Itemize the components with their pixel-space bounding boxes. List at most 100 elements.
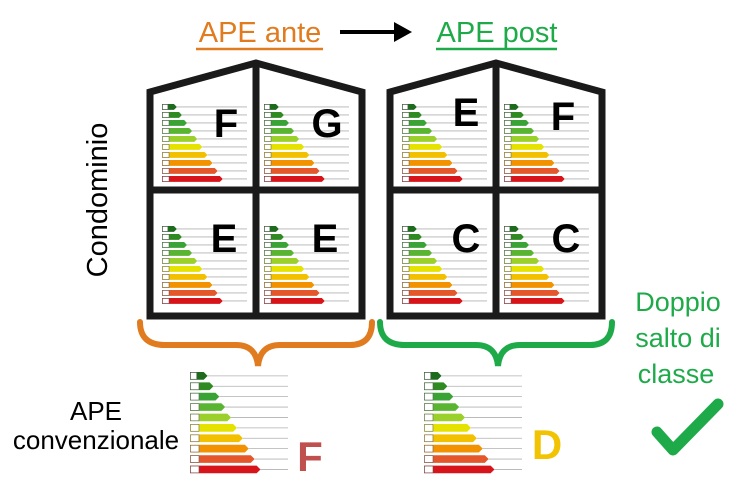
energy-bar-f (424, 455, 489, 463)
apartment-grade-post-4: C (552, 217, 581, 261)
energy-key-box (162, 298, 170, 304)
conventional-energy-label-ante (190, 372, 288, 474)
energy-bar-g (402, 176, 463, 182)
energy-bar-c (402, 266, 443, 272)
energy-bar-e (162, 160, 213, 166)
energy-bar-e (402, 160, 453, 166)
energy-key-box (402, 258, 410, 264)
energy-key-box (402, 168, 410, 174)
energy-bar-b (190, 413, 232, 422)
energy-key-box (264, 250, 272, 256)
energy-bar-b (162, 258, 198, 264)
energy-bar-d (402, 152, 448, 158)
energy-key-box (504, 144, 512, 150)
ape-ante-label: APE ante (199, 17, 322, 49)
energy-key-box (264, 168, 272, 174)
energy-key-box (504, 136, 512, 142)
energy-key-box (504, 120, 512, 126)
energy-key-box (162, 290, 170, 296)
energy-key-box (162, 176, 170, 182)
energy-bar-a1 (504, 250, 535, 256)
energy-bar-c (424, 424, 471, 432)
apartment-energy-label-6 (504, 104, 589, 182)
energy-key-box (264, 298, 272, 304)
building-ante (146, 59, 366, 320)
energy-labels-layer (162, 104, 589, 474)
energy-key-box (264, 104, 271, 110)
energy-key-box (264, 290, 272, 296)
conventional-label-line2: convenzionale (13, 425, 179, 455)
energy-key-box (504, 160, 512, 166)
energy-key-box (402, 290, 410, 296)
energy-key-box (504, 226, 511, 232)
energy-bar-g (264, 298, 325, 304)
conventional-grade-ante: F (297, 433, 323, 480)
energy-key-box (504, 168, 512, 174)
energy-key-box (504, 266, 512, 272)
energy-key-box (402, 266, 410, 272)
apartment-energy-label-2 (264, 104, 349, 182)
energy-bar-e (264, 160, 315, 166)
energy-key-box (424, 445, 434, 453)
energy-key-box (504, 274, 512, 280)
energy-key-box (264, 112, 272, 118)
energy-bar-f (264, 290, 320, 296)
energy-bar-c (264, 266, 305, 272)
energy-key-box (264, 136, 272, 142)
energy-bar-c (264, 144, 305, 150)
brace-ante (137, 319, 375, 367)
apartment-grade-ante-4: E (312, 217, 339, 261)
energy-key-box (264, 266, 272, 272)
apartment-grade-post-3: C (452, 217, 481, 261)
energy-bar-f (504, 290, 560, 296)
energy-key-box (190, 465, 200, 474)
energy-key-box (264, 144, 272, 150)
result-line-1: Doppio (635, 287, 721, 317)
apartment-grade-post-1: E (453, 91, 480, 135)
energy-bar-a1 (504, 128, 535, 134)
energy-key-box (162, 120, 170, 126)
energy-bar-f (162, 290, 218, 296)
energy-key-box (162, 274, 170, 280)
energy-key-box (402, 234, 410, 240)
result-line-2: salto di (635, 323, 721, 353)
energy-key-box (162, 226, 169, 232)
energy-key-box (162, 266, 170, 272)
energy-key-box (402, 136, 410, 142)
energy-bar-d (402, 274, 448, 280)
energy-bar-f (162, 168, 218, 174)
energy-key-box (162, 234, 170, 240)
energy-key-box (424, 413, 434, 422)
energy-key-box (190, 413, 200, 422)
energy-bar-d (264, 152, 310, 158)
energy-key-box (504, 112, 512, 118)
energy-bar-a1 (264, 128, 295, 134)
energy-bar-g (264, 176, 325, 182)
energy-bar-c (162, 266, 203, 272)
energy-key-box (402, 152, 410, 158)
energy-key-box (504, 128, 512, 134)
energy-key-box (424, 372, 431, 380)
energy-key-box (402, 298, 410, 304)
energy-key-box (264, 282, 272, 288)
conventional-energy-label-post (424, 372, 522, 474)
energy-key-box (162, 282, 170, 288)
energy-bar-b (264, 136, 300, 142)
energy-bar-f (402, 290, 458, 296)
energy-bar-e (424, 444, 483, 453)
energy-bar-b (504, 136, 540, 142)
energy-key-box (402, 250, 410, 256)
energy-key-box (402, 226, 409, 232)
energy-bar-c (162, 144, 203, 150)
energy-bar-g (402, 298, 463, 304)
energy-key-box (162, 152, 170, 158)
energy-bar-e (504, 282, 555, 288)
energy-bar-f (264, 168, 320, 174)
apartment-energy-label-3 (162, 226, 247, 304)
energy-key-box (424, 382, 434, 390)
energy-bar-b (264, 258, 300, 264)
energy-key-box (402, 112, 410, 118)
energy-key-box (162, 144, 170, 150)
energy-key-box (264, 274, 272, 280)
energy-key-box (424, 455, 434, 463)
